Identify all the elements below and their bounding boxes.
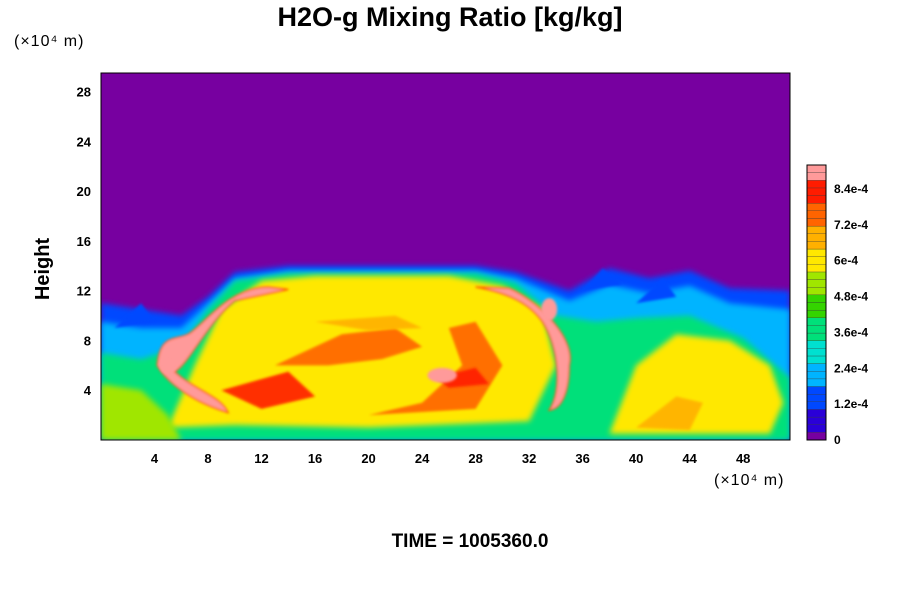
colorbar-band <box>806 416 827 425</box>
colorbar-band <box>806 180 827 189</box>
colorbar-tick-labels: 0 1.2e-4 2.4e-4 3.6e-4 4.8e-4 6e-4 7.2e-4 8.4e-… <box>834 182 868 447</box>
wisp-2 <box>114 303 155 328</box>
colorbar-band <box>806 256 827 265</box>
x-tick-label: 4 <box>151 451 159 466</box>
x-tick-label: 48 <box>736 451 750 466</box>
colorbar-band <box>806 203 827 211</box>
x-tick-label: 20 <box>361 451 375 466</box>
colorbar-frame <box>806 164 827 441</box>
colorbar-band <box>806 271 827 280</box>
colorbar-band <box>806 248 827 257</box>
x-tick-label: 32 <box>522 451 536 466</box>
y-tick-labels: 4 8 12 16 20 24 28 <box>77 85 92 399</box>
colorbar-tick-label: 1.2e-4 <box>834 397 868 411</box>
colorbar-band <box>806 279 827 288</box>
x-tick-labels: 4 8 12 16 20 24 28 32 36 40 44 48 <box>151 451 751 466</box>
y-tick-label: 12 <box>77 284 91 299</box>
colorbar-band <box>806 233 827 242</box>
colorbar-band <box>806 218 827 227</box>
colorbar-band <box>806 187 827 196</box>
colorbar-band <box>806 302 827 311</box>
y-tick-label: 8 <box>84 333 91 348</box>
colorbar-tick-label: 7.2e-4 <box>834 218 868 232</box>
swirl-5 <box>636 396 703 430</box>
y-tick-label: 20 <box>77 184 91 199</box>
colorbar <box>806 164 827 441</box>
colorbar-tick-label: 6e-4 <box>834 254 858 268</box>
colorbar-band <box>806 394 827 402</box>
colorbar-band <box>806 164 827 173</box>
colorbar-band <box>806 309 827 318</box>
colorbar-band <box>806 401 827 410</box>
x-tick-label: 28 <box>468 451 482 466</box>
swirl-2 <box>368 321 503 416</box>
swirl-3 <box>435 367 489 388</box>
colorbar-band <box>806 371 827 380</box>
plot-frame <box>100 72 791 441</box>
x-tick-label: 8 <box>204 451 211 466</box>
colorbar-band <box>806 424 827 433</box>
colorbar-band <box>806 195 827 204</box>
time-label: TIME = 1005360.0 <box>391 531 549 552</box>
x-axis-unit: (×10⁴ m) <box>714 472 785 489</box>
y-tick-label: 16 <box>77 234 91 249</box>
y-axis-unit: (×10⁴ m) <box>14 33 85 50</box>
pink-blob-1 <box>541 298 558 321</box>
colorbar-band <box>806 386 827 395</box>
colorbar-band <box>806 332 827 341</box>
colorbar-tick-label: 4.8e-4 <box>834 290 868 304</box>
pink-blob-2 <box>159 356 176 375</box>
y-tick-label: 24 <box>77 134 92 149</box>
wisp-0 <box>582 268 623 291</box>
colorbar-band <box>806 409 827 418</box>
colorbar-band <box>806 172 827 181</box>
colorbar-tick-label: 8.4e-4 <box>834 182 868 196</box>
swirl-1 <box>221 371 316 409</box>
plot-area <box>101 73 790 440</box>
colorbar-band <box>806 355 827 364</box>
left-surface <box>101 384 182 440</box>
colorbar-band <box>806 432 827 441</box>
colorbar-band <box>806 340 827 349</box>
colorbar-band <box>806 317 827 326</box>
x-tick-label: 44 <box>682 451 697 466</box>
chart-title: H2O-g Mixing Ratio [kg/kg] <box>277 2 623 32</box>
y-axis-label: Height <box>32 238 54 301</box>
pink-blob-0 <box>427 367 457 383</box>
right-cell <box>609 334 784 434</box>
colorbar-tick-label: 2.4e-4 <box>834 361 868 375</box>
wisp-1 <box>636 278 677 304</box>
x-tick-label: 16 <box>308 451 322 466</box>
y-tick-label: 28 <box>77 85 91 100</box>
anvil-arc-left <box>156 286 289 414</box>
colorbar-band <box>806 225 827 234</box>
x-tick-label: 36 <box>575 451 589 466</box>
colorbar-band <box>806 241 827 250</box>
colorbar-band <box>806 287 827 296</box>
colorbar-band <box>806 348 827 357</box>
colorbar-tick-label: 3.6e-4 <box>834 325 868 339</box>
colorbar-tick-label: 0 <box>834 433 841 447</box>
x-tick-label: 12 <box>254 451 268 466</box>
colorbar-band <box>806 264 827 273</box>
swirl-4 <box>315 315 423 331</box>
x-tick-label: 24 <box>415 451 430 466</box>
swirl-0 <box>274 328 423 366</box>
colorbar-band <box>806 378 827 387</box>
colorbar-band <box>806 325 827 334</box>
y-tick-label: 4 <box>84 383 92 398</box>
colorbar-band <box>806 294 827 303</box>
colorbar-band <box>806 210 827 219</box>
x-tick-label: 40 <box>629 451 643 466</box>
colorbar-band <box>806 363 827 372</box>
